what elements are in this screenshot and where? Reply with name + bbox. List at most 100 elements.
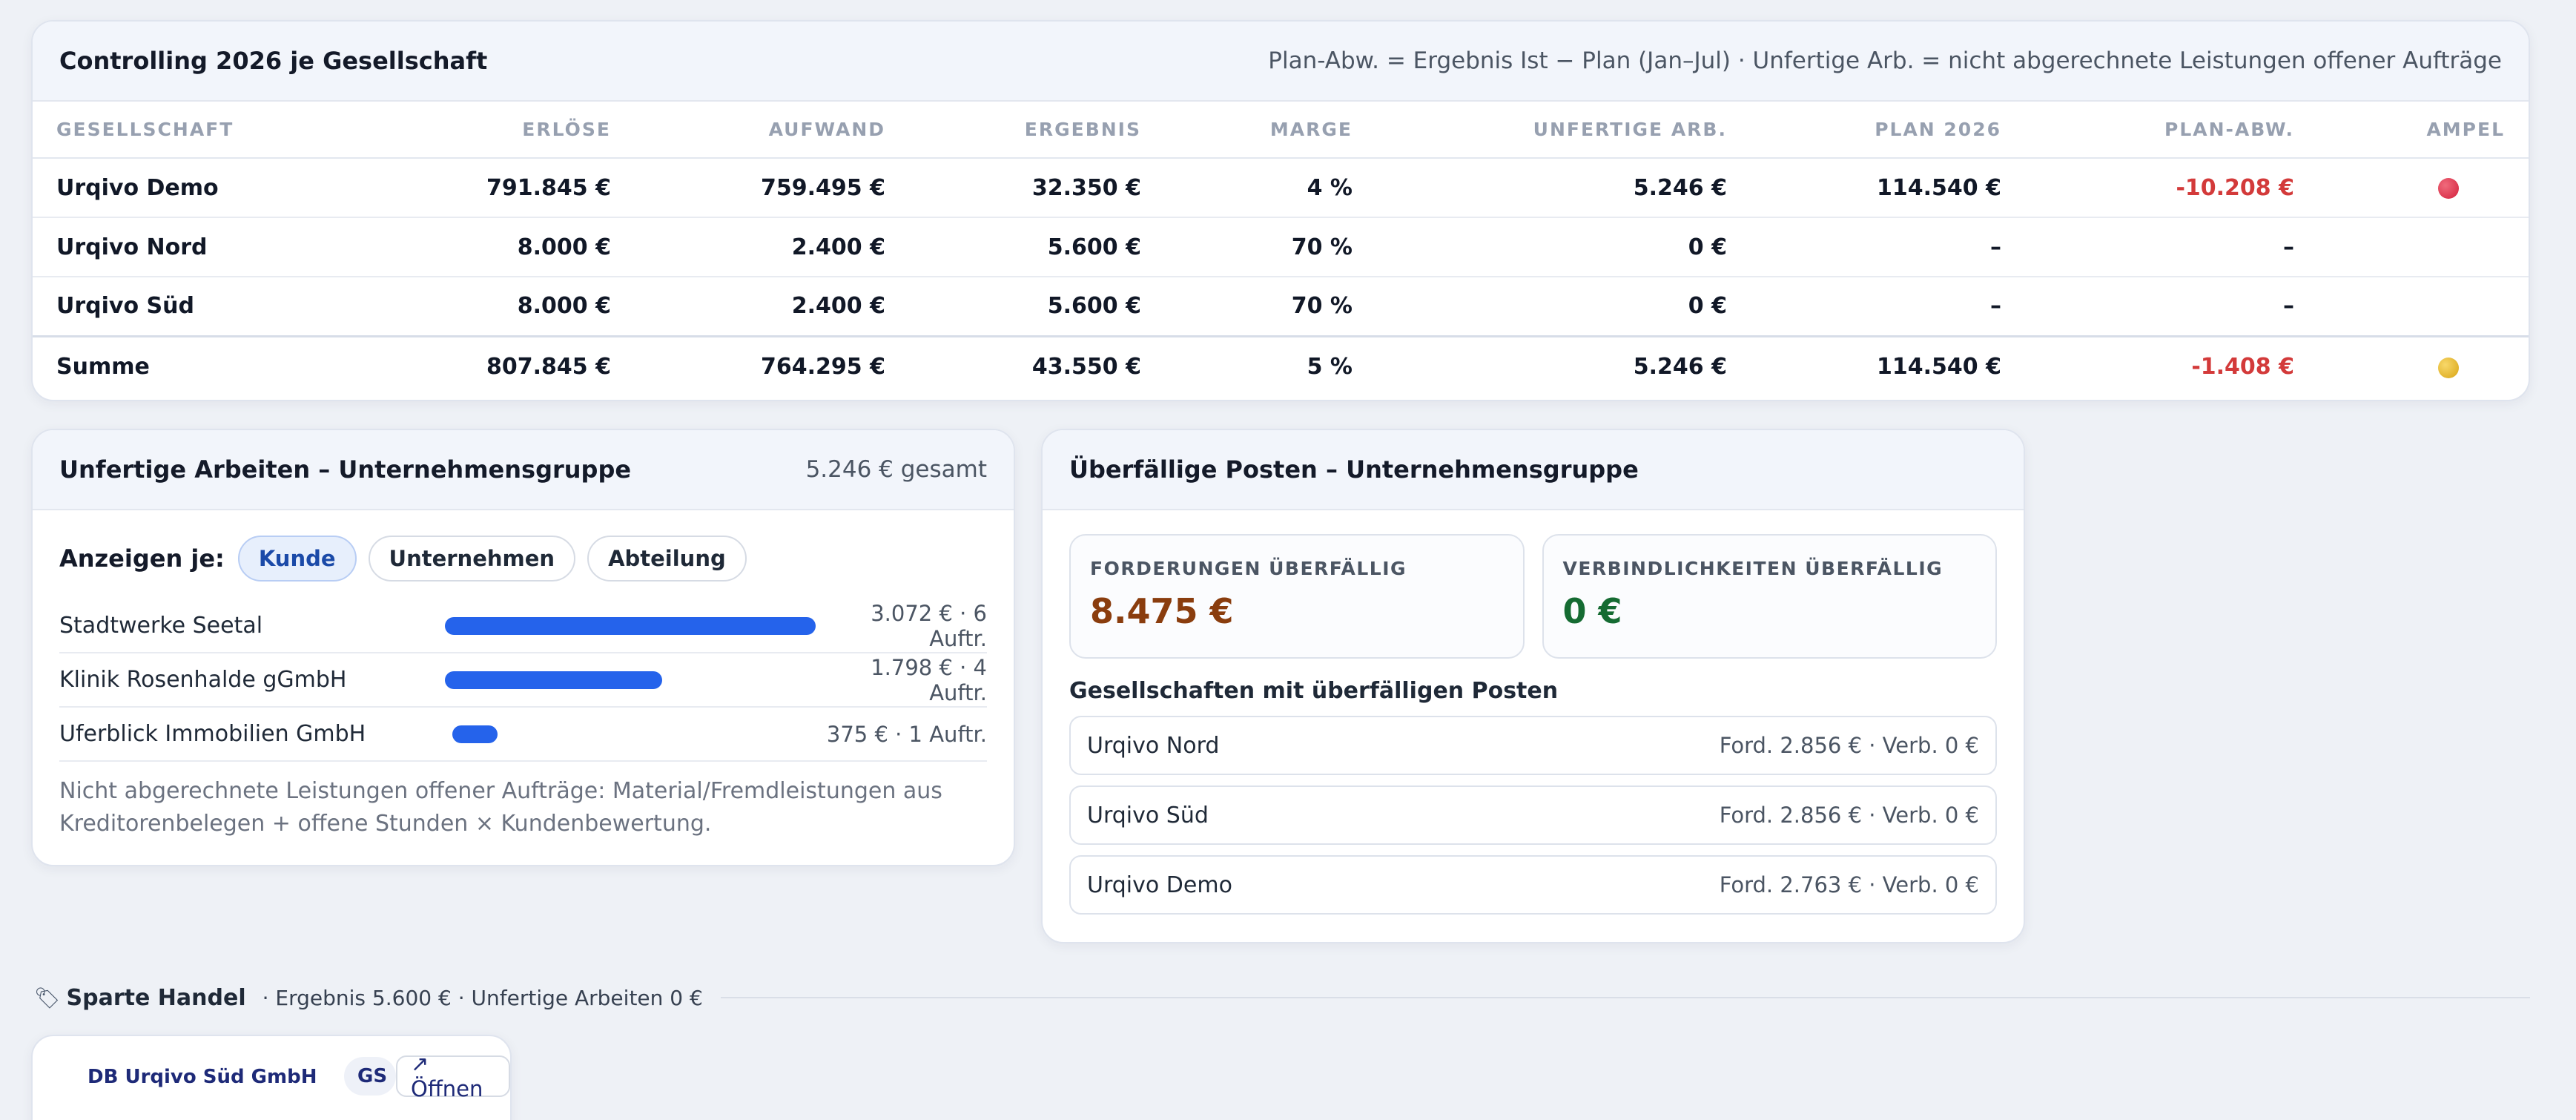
cell-erloese: 791.845 €	[329, 158, 611, 218]
col-plan[interactable]: PLAN 2026	[1727, 102, 2001, 159]
chip-unternehmen[interactable]: Unternehmen	[368, 536, 576, 582]
overdue-kpis: FORDERUNGEN ÜBERFÄLLIG 8.475 € VERBINDLI…	[1043, 510, 2024, 659]
cell-abw: -10.208 €	[2001, 158, 2294, 218]
cell-abw: –	[2001, 277, 2294, 337]
cell-unfertig: 5.246 €	[1353, 335, 1727, 397]
cell-ergebnis: 43.550 €	[885, 335, 1141, 397]
group-by-filter: Anzeigen je: Kunde Unternehmen Abteilung	[33, 510, 1014, 582]
list-item[interactable]: Urqivo Demo Ford. 2.763 € · Verb. 0 €	[1069, 855, 1997, 915]
col-erloese[interactable]: ERLÖSE	[329, 102, 611, 159]
controlling-card: Controlling 2026 je Gesellschaft Plan-Ab…	[31, 20, 2530, 401]
unfertig-header: Unfertige Arbeiten – Unternehmensgruppe …	[33, 430, 1014, 510]
company-name: Urqivo Nord	[1087, 732, 1220, 759]
tag-icon: 🏷	[34, 985, 61, 1010]
cell-aufwand: 2.400 €	[611, 277, 885, 337]
db-company-card[interactable]: DB Urqivo Süd GmbH GS 10 ↗ Öffnen	[31, 1035, 512, 1120]
cell-plan: 114.540 €	[1727, 335, 2001, 397]
filter-label: Anzeigen je:	[59, 544, 225, 573]
col-abw[interactable]: PLAN-ABW.	[2001, 102, 2294, 159]
list-item[interactable]: Uferblick Immobilien GmbH 375 € · 1 Auftr…	[59, 708, 987, 762]
cell-gesellschaft: Urqivo Demo	[33, 158, 329, 218]
status-dot-yellow	[2438, 357, 2459, 378]
customer-value: 375 € · 1 Auftr.	[826, 721, 987, 747]
cell-abw: -1.408 €	[2001, 335, 2294, 397]
company-overdue-values: Ford. 2.763 € · Verb. 0 €	[1719, 872, 1979, 897]
col-marge[interactable]: MARGE	[1141, 102, 1353, 159]
sparte-info: · Ergebnis 5.600 € · Unfertige Arbeiten …	[262, 985, 703, 1010]
open-button[interactable]: ↗ Öffnen	[396, 1051, 510, 1101]
cell-ampel	[2294, 335, 2529, 397]
customer-name: Uferblick Immobilien GmbH	[59, 721, 366, 747]
company-name: Urqivo Demo	[1087, 872, 1232, 898]
cell-ampel	[2294, 158, 2529, 218]
unfertige-arbeiten-card: Unfertige Arbeiten – Unternehmensgruppe …	[31, 429, 1015, 866]
sparte-divider	[720, 997, 2530, 998]
cell-marge: 5 %	[1141, 335, 1353, 397]
customer-value: 1.798 € · 4 Auftr.	[871, 654, 987, 705]
cell-gesellschaft: Urqivo Süd	[33, 277, 329, 337]
cell-gesellschaft: Urqivo Nord	[33, 217, 329, 277]
kpi-forderungen-label: FORDERUNGEN ÜBERFÄLLIG	[1090, 558, 1407, 579]
bar-track	[445, 725, 816, 743]
cell-unfertig: 0 €	[1353, 277, 1727, 337]
cell-aufwand: 764.295 €	[611, 335, 885, 397]
unfertig-total: 5.246 € gesamt	[805, 456, 987, 483]
col-unfertig[interactable]: UNFERTIGE ARB.	[1353, 102, 1727, 159]
list-item[interactable]: Klinik Rosenhalde gGmbH 1.798 € · 4 Auftr…	[59, 653, 987, 708]
unfertig-hint: Nicht abgerechnete Leistungen offener Au…	[59, 778, 942, 837]
cell-plan: 114.540 €	[1727, 158, 2001, 218]
cell-plan: –	[1727, 217, 2001, 277]
controlling-table: GESELLSCHAFT ERLÖSE AUFWAND ERGEBNIS MAR…	[33, 102, 2529, 397]
status-dot-red	[2438, 178, 2459, 199]
sparte-section: 🏷 Sparte Handel · Ergebnis 5.600 € · Unf…	[34, 981, 2530, 1015]
ueberfaellig-title: Überfällige Posten – Unternehmensgruppe	[1069, 455, 1639, 484]
chip-abteilung[interactable]: Abteilung	[587, 536, 747, 582]
cell-unfertig: 5.246 €	[1353, 158, 1727, 218]
controlling-note: Plan-Abw. = Ergebnis Ist − Plan (Jan–Jul…	[1268, 47, 2502, 74]
table-row[interactable]: Urqivo Demo 791.845 €759.495 €32.350 €4 %…	[33, 158, 2529, 218]
company-name: Urqivo Süd	[1087, 802, 1209, 829]
col-gesellschaft[interactable]: GESELLSCHAFT	[33, 102, 329, 159]
kpi-verbindlichkeiten: VERBINDLICHKEITEN ÜBERFÄLLIG 0 €	[1542, 534, 1997, 659]
cell-erloese: 807.845 €	[329, 335, 611, 397]
bar-fill	[445, 616, 816, 635]
controlling-header-row: GESELLSCHAFT ERLÖSE AUFWAND ERGEBNIS MAR…	[33, 102, 2529, 159]
ueberfaellig-header: Überfällige Posten – Unternehmensgruppe	[1043, 430, 2024, 510]
customer-name: Stadtwerke Seetal	[59, 613, 263, 639]
col-aufwand[interactable]: AUFWAND	[611, 102, 885, 159]
unfertig-title: Unfertige Arbeiten – Unternehmensgruppe	[59, 455, 632, 484]
cell-marge: 70 %	[1141, 217, 1353, 277]
cell-unfertig: 0 €	[1353, 217, 1727, 277]
list-item[interactable]: Urqivo Nord Ford. 2.856 € · Verb. 0 €	[1069, 716, 1997, 775]
bar-track	[445, 671, 816, 689]
col-ergebnis[interactable]: ERGEBNIS	[885, 102, 1141, 159]
cell-ergebnis: 32.350 €	[885, 158, 1141, 218]
db-company-name: DB Urqivo Süd GmbH	[87, 1066, 317, 1088]
bar-track	[445, 616, 816, 635]
cell-ampel	[2294, 277, 2529, 337]
cell-erloese: 8.000 €	[329, 217, 611, 277]
cell-gesellschaft: Summe	[33, 335, 329, 397]
controlling-title: Controlling 2026 je Gesellschaft	[59, 47, 488, 75]
table-row[interactable]: Urqivo Nord 8.000 €2.400 €5.600 €70 % 0 € –…	[33, 217, 2529, 277]
list-item[interactable]: Urqivo Süd Ford. 2.856 € · Verb. 0 €	[1069, 785, 1997, 845]
cell-marge: 70 %	[1141, 277, 1353, 337]
overdue-company-list: Urqivo Nord Ford. 2.856 € · Verb. 0 € Urqi…	[1043, 704, 2024, 915]
cell-aufwand: 2.400 €	[611, 217, 885, 277]
customer-value: 3.072 € · 6 Auftr.	[871, 600, 987, 651]
kpi-verbindlichkeiten-label: VERBINDLICHKEITEN ÜBERFÄLLIG	[1562, 558, 1943, 579]
chip-kunde[interactable]: Kunde	[237, 536, 357, 582]
company-overdue-values: Ford. 2.856 € · Verb. 0 €	[1719, 803, 1979, 828]
controlling-header: Controlling 2026 je Gesellschaft Plan-Ab…	[33, 22, 2529, 102]
unfertig-bar-list: Stadtwerke Seetal 3.072 € · 6 Auftr. Klini…	[33, 582, 1014, 762]
cell-aufwand: 759.495 €	[611, 158, 885, 218]
table-row[interactable]: Urqivo Süd 8.000 €2.400 €5.600 €70 % 0 € – –	[33, 277, 2529, 337]
cell-ergebnis: 5.600 €	[885, 217, 1141, 277]
col-ampel[interactable]: AMPEL	[2294, 102, 2529, 159]
cell-abw: –	[2001, 217, 2294, 277]
summe-row[interactable]: Summe 807.845 €764.295 €43.550 €5 % 5.246 …	[33, 335, 2529, 397]
list-item[interactable]: Stadtwerke Seetal 3.072 € · 6 Auftr.	[59, 599, 987, 653]
cell-ergebnis: 5.600 €	[885, 277, 1141, 337]
cell-plan: –	[1727, 277, 2001, 337]
cell-marge: 4 %	[1141, 158, 1353, 218]
